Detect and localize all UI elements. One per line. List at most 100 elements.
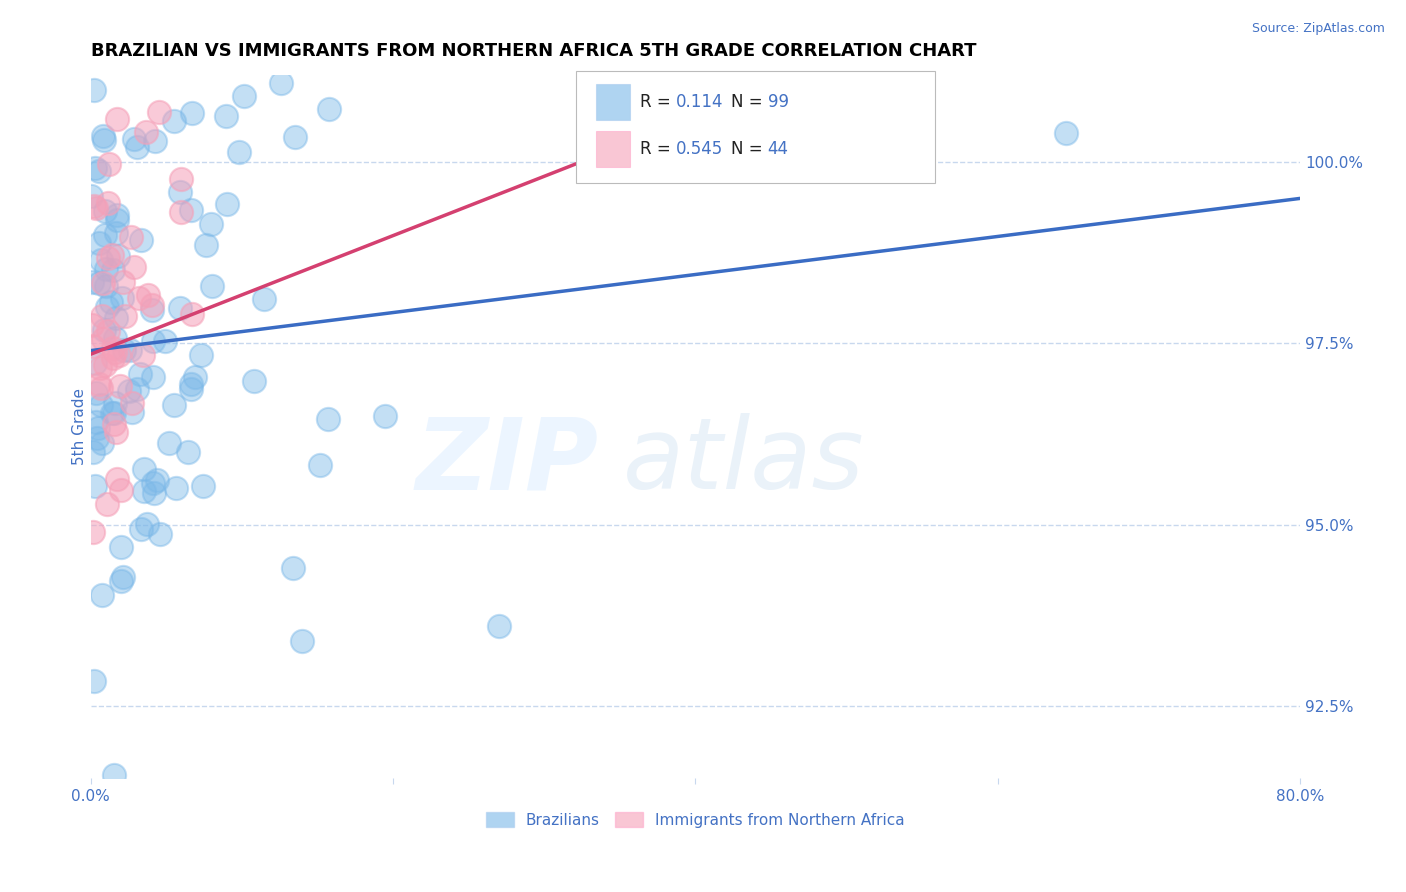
Point (232, 89, 254, 103)
Point (101, 248, 124, 262)
Point (107, 249, 129, 263)
Text: N =: N = (731, 140, 768, 158)
Text: atlas: atlas (623, 413, 865, 510)
Point (83, 199, 105, 213)
Point (82, 524, 104, 539)
Point (180, 307, 202, 321)
Point (97, 324, 120, 338)
Point (86, 421, 108, 435)
Point (141, 298, 163, 312)
Point (141, 302, 163, 317)
Point (111, 570, 134, 584)
Point (284, 129, 307, 144)
Point (118, 384, 141, 398)
Point (91, 436, 114, 450)
Point (184, 370, 207, 384)
Point (84, 415, 107, 429)
Point (224, 43, 246, 57)
Point (103, 417, 125, 431)
Point (93, 133, 115, 147)
Point (82, 445, 104, 459)
Point (181, 105, 204, 120)
Point (91, 588, 114, 602)
Point (142, 476, 165, 491)
Point (108, 379, 131, 393)
Text: 99: 99 (768, 93, 789, 111)
Point (291, 633, 314, 648)
Point (93, 228, 115, 243)
Point (132, 484, 155, 499)
Point (104, 396, 127, 410)
Point (94, 278, 117, 293)
Point (105, 425, 128, 440)
Point (103, 768, 125, 782)
Point (135, 517, 157, 532)
Point (91, 276, 114, 290)
Point (149, 527, 172, 541)
Point (309, 458, 332, 472)
Point (253, 292, 276, 306)
Point (84, 201, 107, 215)
Point (194, 237, 217, 252)
Point (122, 132, 145, 146)
Point (136, 288, 159, 302)
Point (111, 275, 134, 289)
Point (83, 674, 105, 689)
Point (94, 204, 117, 219)
Point (120, 343, 142, 357)
Point (84, 385, 107, 400)
Point (82, 339, 104, 353)
Point (83, 83, 105, 97)
Point (169, 186, 191, 200)
Point (134, 462, 156, 476)
Point (193, 44, 215, 58)
Point (89, 381, 111, 395)
Point (89, 360, 111, 375)
Point (90, 398, 112, 412)
Point (105, 212, 128, 227)
Point (103, 351, 125, 366)
Point (169, 301, 191, 315)
Point (129, 522, 152, 536)
Point (110, 540, 132, 554)
Point (200, 217, 222, 231)
Text: BRAZILIAN VS IMMIGRANTS FROM NORTHERN AFRICA 5TH GRADE CORRELATION CHART: BRAZILIAN VS IMMIGRANTS FROM NORTHERN AF… (90, 42, 976, 60)
Point (107, 348, 129, 362)
Text: 0.114: 0.114 (676, 93, 724, 111)
Point (105, 112, 128, 126)
Point (143, 485, 166, 500)
Point (143, 134, 166, 148)
Point (170, 172, 193, 186)
Text: R =: R = (640, 140, 676, 158)
Point (114, 310, 136, 324)
Point (111, 291, 134, 305)
Point (243, 374, 266, 388)
Point (105, 209, 128, 223)
Point (103, 341, 125, 355)
Point (91, 309, 114, 323)
Point (180, 376, 202, 391)
Point (80, 318, 103, 333)
Point (228, 145, 250, 160)
Point (110, 483, 132, 497)
Point (281, 561, 304, 575)
Point (153, 334, 176, 349)
Point (96, 300, 118, 314)
Point (93, 332, 115, 346)
Point (105, 226, 128, 240)
Point (128, 291, 150, 305)
Y-axis label: 5th Grade: 5th Grade (72, 388, 87, 466)
Point (121, 396, 143, 410)
Point (94, 262, 117, 277)
Point (190, 348, 212, 362)
Point (112, 343, 135, 358)
Text: N =: N = (731, 93, 768, 111)
Point (122, 260, 145, 275)
Point (165, 481, 187, 495)
Point (135, 125, 157, 139)
Point (121, 405, 143, 419)
Point (180, 382, 202, 396)
Point (125, 140, 148, 154)
Point (96, 497, 118, 511)
Point (87, 163, 110, 178)
